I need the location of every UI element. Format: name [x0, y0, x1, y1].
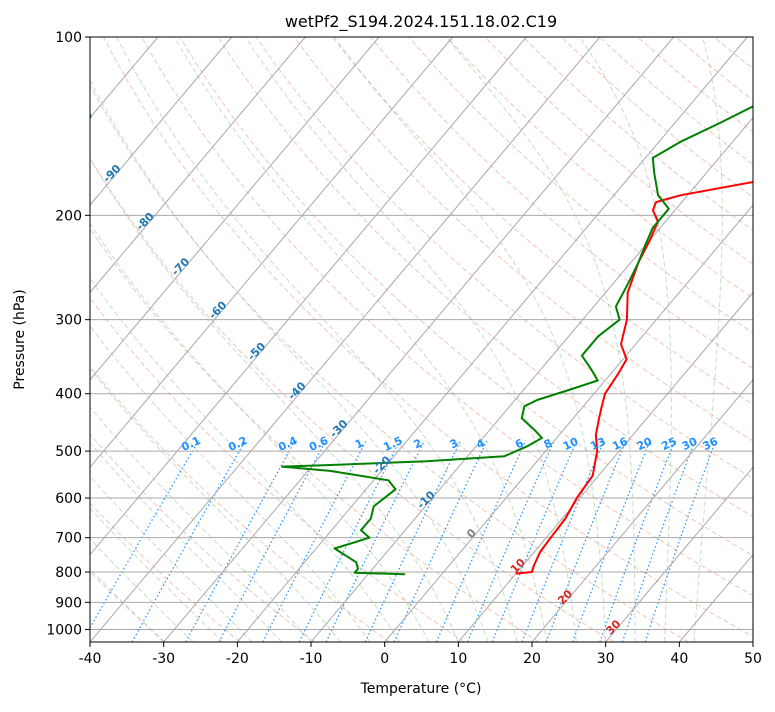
y-tick-label: 600 — [55, 491, 82, 507]
y-tick-label: 800 — [55, 565, 82, 581]
y-tick-label: 500 — [55, 444, 82, 460]
x-axis-label: Temperature (°C) — [360, 681, 482, 697]
y-tick-label: 900 — [55, 595, 82, 611]
x-tick-label: -10 — [300, 651, 323, 667]
y-tick-label: 100 — [55, 30, 82, 46]
x-tick-label: -30 — [152, 651, 175, 667]
x-tick-label: 0 — [380, 651, 389, 667]
chart-title: wetPf2_S194.2024.151.18.02.C19 — [285, 12, 557, 32]
x-tick-label: -20 — [226, 651, 249, 667]
x-tick-label: 30 — [597, 651, 615, 667]
x-tick-label: 10 — [449, 651, 467, 667]
y-tick-label: 700 — [55, 531, 82, 547]
x-tick-label: 20 — [523, 651, 541, 667]
y-axis-label: Pressure (hPa) — [12, 289, 28, 389]
x-tick-label: 50 — [744, 651, 762, 667]
x-tick-label: -40 — [79, 651, 102, 667]
y-tick-label: 300 — [55, 313, 82, 329]
x-tick-label: 40 — [670, 651, 688, 667]
y-tick-label: 1000 — [46, 622, 82, 638]
y-tick-label: 400 — [55, 387, 82, 403]
y-tick-label: 200 — [55, 208, 82, 224]
